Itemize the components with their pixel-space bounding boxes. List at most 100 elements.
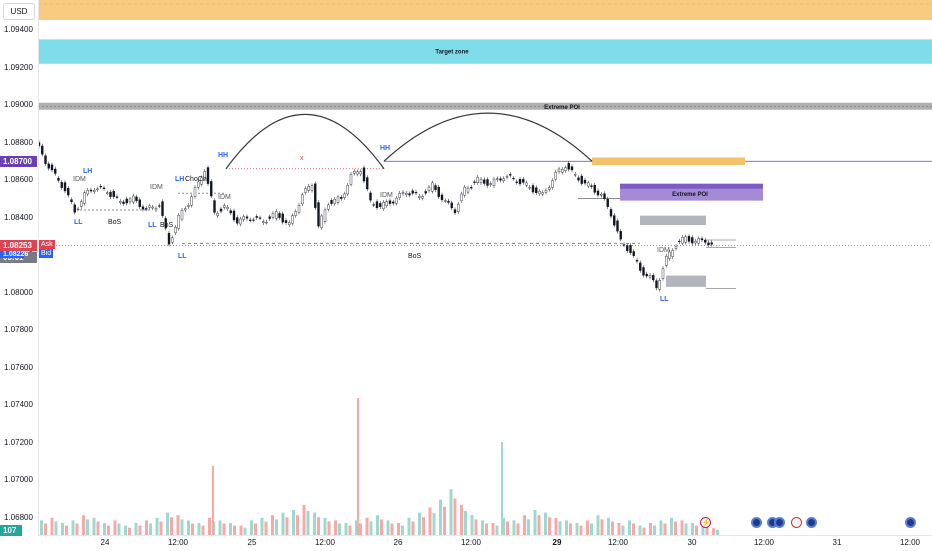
candle-body: [128, 198, 132, 203]
candle-body: [418, 195, 421, 199]
candle-body: [398, 192, 401, 198]
candle-body: [674, 246, 678, 249]
candle-body: [271, 213, 275, 218]
volume-bar: [155, 517, 159, 536]
candle-body: [197, 181, 200, 188]
volume-bar: [250, 520, 253, 536]
volume-bar: [260, 517, 264, 536]
volume-bar: [663, 523, 667, 536]
candle-body: [151, 206, 154, 209]
volume-bar: [334, 520, 337, 536]
price-tick: 1.07400: [4, 400, 33, 409]
volume-bar: [355, 520, 358, 536]
chart-annotation: LL: [178, 253, 187, 260]
candle-body: [531, 185, 535, 193]
candle-body: [304, 188, 307, 193]
volume-bar: [180, 519, 184, 536]
volume-bar: [380, 519, 383, 536]
grey-box-1: [640, 215, 706, 225]
candle-body: [239, 218, 242, 225]
candle-body: [382, 202, 385, 209]
candle-body: [219, 208, 223, 212]
target-zone: [38, 39, 932, 64]
volume-bar: [243, 527, 247, 536]
candle-body: [655, 280, 658, 289]
candle-body: [281, 213, 284, 223]
volume-bar: [705, 527, 709, 536]
candle-body: [317, 202, 320, 227]
price-tick: 1.07800: [4, 325, 33, 334]
candle-body: [658, 280, 661, 290]
candle-body: [392, 201, 395, 204]
candle-body: [340, 197, 343, 199]
candle-body: [174, 227, 177, 234]
time-tick: 12:00: [899, 538, 921, 547]
volume-bar: [443, 506, 446, 536]
candle-body: [691, 237, 694, 244]
candle-body: [593, 184, 596, 193]
volume-bar: [218, 520, 222, 536]
volume-bar: [607, 517, 610, 536]
economic-event-icon[interactable]: [905, 517, 916, 528]
candle-body: [385, 201, 388, 206]
candle-body: [535, 187, 538, 194]
candle-body: [541, 192, 544, 195]
candle-body: [684, 236, 687, 243]
candle-body: [314, 183, 317, 208]
candle-body: [93, 190, 96, 192]
volume-bar: [600, 519, 604, 536]
bolt-event-icon[interactable]: ⚡: [700, 517, 711, 528]
price-axis[interactable]: USD 1.09400 1.09200 1.09000 1.08800 1.08600 1…: [0, 0, 39, 536]
candle-body: [567, 163, 570, 170]
candle-body: [294, 211, 297, 216]
volume-bar: [653, 525, 656, 536]
volume-bar: [628, 520, 631, 536]
candle-body: [190, 196, 193, 206]
candle-body: [496, 178, 499, 180]
volume-bar: [506, 521, 509, 536]
arc-right: [383, 112, 593, 162]
volume-bar: [233, 525, 236, 536]
chart-annotation: IDM: [150, 184, 163, 191]
candle-body: [47, 163, 50, 169]
candle-body: [388, 200, 392, 204]
volume-bar: [554, 517, 558, 536]
volume-bar: [659, 520, 663, 536]
candle-body: [206, 167, 210, 184]
candle-body: [635, 260, 639, 262]
candle-body: [626, 245, 629, 251]
volume-bar: [390, 523, 394, 536]
volume-bar: [107, 525, 110, 536]
economic-event-icon[interactable]: [774, 517, 785, 528]
economic-event-icon[interactable]: [751, 517, 762, 528]
price-tick: 1.08800: [4, 137, 33, 147]
volume-bar: [474, 519, 478, 536]
candle-body: [356, 171, 359, 175]
candle-body: [67, 188, 70, 196]
candle-body: [369, 192, 372, 201]
chart-annotation: LL: [660, 296, 669, 303]
candle-body: [242, 216, 245, 220]
time-axis[interactable]: 24 12:00 25 12:00 26 12:00 29 12:00 30 12:00 31 12:…: [38, 535, 932, 551]
volume-bar: [124, 525, 127, 536]
candle-body: [450, 202, 453, 209]
economic-event-icon[interactable]: [806, 517, 817, 528]
candle-body: [489, 183, 492, 185]
candle-body: [213, 200, 216, 213]
candle-body: [470, 187, 473, 189]
candle-body: [700, 238, 704, 241]
volume-bar: [485, 523, 488, 536]
candle-body: [639, 262, 642, 271]
candle-body: [268, 216, 271, 219]
candle-body: [109, 191, 112, 197]
candle-body: [486, 179, 489, 186]
candle-body: [275, 211, 278, 219]
currency-button[interactable]: USD: [3, 3, 35, 20]
price-tick: 1.09200: [4, 62, 33, 72]
volume-bar: [327, 521, 331, 536]
us-flag-event-icon[interactable]: [791, 517, 802, 528]
candle-body: [258, 217, 262, 219]
candle-body: [80, 201, 83, 207]
